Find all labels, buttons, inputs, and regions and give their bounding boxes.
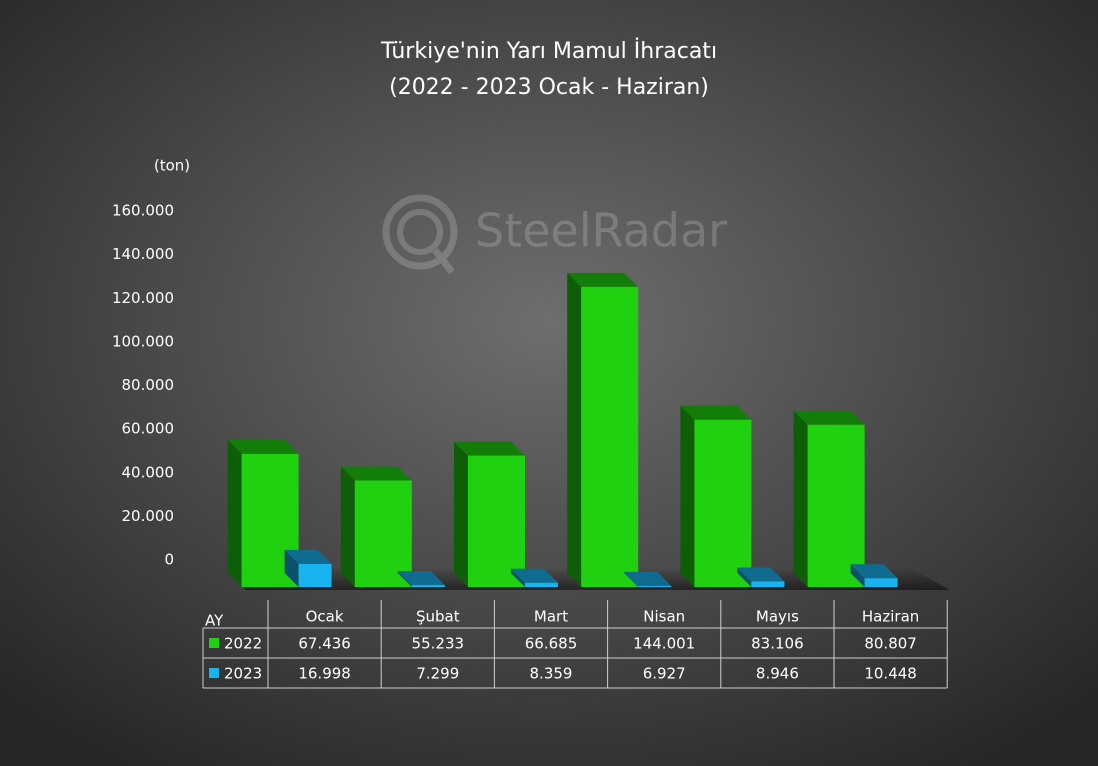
chart-title: Türkiye'nin Yarı Mamul İhracatı xyxy=(380,38,717,64)
bar xyxy=(751,581,785,587)
bar-side xyxy=(624,571,639,587)
x-tick-label: Mayıs xyxy=(756,608,799,626)
table-value: 16.998 xyxy=(298,665,351,683)
bar xyxy=(694,419,752,587)
bar-top xyxy=(737,567,785,582)
bar xyxy=(525,582,558,587)
y-tick-label: 60.000 xyxy=(122,420,175,438)
table-value: 83.106 xyxy=(751,635,804,653)
table-value: 8.946 xyxy=(756,665,799,683)
bar xyxy=(354,480,412,587)
bar-side xyxy=(340,466,355,587)
y-tick-label: 0 xyxy=(164,551,174,569)
bar-side xyxy=(793,410,808,587)
bar-top xyxy=(850,564,898,579)
bar-side xyxy=(227,439,242,587)
y-tick-label: 80.000 xyxy=(122,376,175,394)
table-value: 66.685 xyxy=(525,635,578,653)
legend-swatch xyxy=(209,668,219,678)
bar-side xyxy=(397,571,412,587)
y-tick-label: 20.000 xyxy=(122,507,175,525)
table-value: 7.299 xyxy=(416,665,459,683)
y-axis-label: (ton) xyxy=(154,157,190,175)
bar-top xyxy=(624,571,672,586)
bar-top xyxy=(511,568,558,583)
bar-top xyxy=(680,405,752,420)
bar-top xyxy=(340,466,412,481)
bar xyxy=(581,286,639,587)
bar-side xyxy=(737,567,752,587)
legend-swatch xyxy=(209,638,219,648)
y-tick-label: 120.000 xyxy=(112,289,174,307)
x-tick-label: Ocak xyxy=(306,608,344,626)
y-tick-label: 40.000 xyxy=(122,463,175,481)
bar xyxy=(411,585,445,587)
bar-side xyxy=(567,272,582,587)
bar-top xyxy=(567,272,639,287)
table-value: 144.001 xyxy=(633,635,695,653)
x-tick-label: Haziran xyxy=(862,608,919,626)
bar-side xyxy=(284,549,299,587)
legend-label: 2023 xyxy=(224,665,262,683)
table-value: 10.448 xyxy=(864,665,917,683)
bar-top xyxy=(793,410,865,425)
bar xyxy=(638,585,672,587)
bar-side xyxy=(511,568,525,587)
table-value: 6.927 xyxy=(643,665,686,683)
x-tick-label: Nisan xyxy=(643,608,685,626)
bar xyxy=(807,424,865,587)
y-tick-label: 100.000 xyxy=(112,332,174,350)
bar-side xyxy=(850,564,865,587)
x-tick-label: Şubat xyxy=(416,608,460,626)
table-value: 67.436 xyxy=(298,635,351,653)
bar-side xyxy=(680,405,695,587)
legend-label: 2022 xyxy=(224,635,262,653)
watermark: SteelRadar xyxy=(475,204,727,258)
table-value: 8.359 xyxy=(530,665,573,683)
bar-top xyxy=(397,571,445,586)
bar-side xyxy=(454,441,468,587)
bar-top xyxy=(227,439,299,454)
bar xyxy=(864,578,898,587)
table-value: 55.233 xyxy=(412,635,465,653)
x-axis-label: AY xyxy=(205,612,224,630)
bar-top xyxy=(284,549,332,564)
y-tick-label: 160.000 xyxy=(112,202,174,220)
bar xyxy=(468,455,525,587)
table-value: 80.807 xyxy=(864,635,917,653)
y-tick-label: 140.000 xyxy=(112,245,174,263)
x-tick-label: Mart xyxy=(534,608,568,626)
watermark-logo xyxy=(382,194,458,275)
bar xyxy=(298,563,332,587)
chart-subtitle: (2022 - 2023 Ocak - Haziran) xyxy=(389,75,709,100)
bar-top xyxy=(454,441,525,456)
